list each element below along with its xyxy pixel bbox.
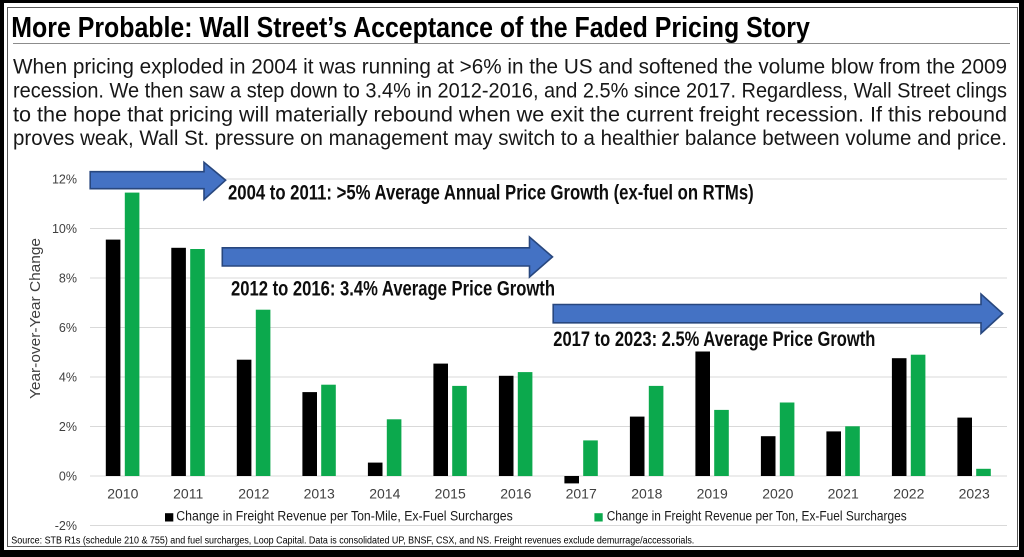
svg-text:Source: STB R1s (schedule 210: Source: STB R1s (schedule 210 & 755) and…: [11, 536, 694, 547]
svg-text:2015: 2015: [435, 486, 466, 502]
svg-text:2004 to 2011: >5% Average Annu: 2004 to 2011: >5% Average Annual Price G…: [228, 181, 754, 205]
svg-text:12%: 12%: [52, 172, 77, 186]
svg-text:proves weak, Wall St. pressure: proves weak, Wall St. pressure on manage…: [13, 127, 1007, 150]
svg-text:6%: 6%: [59, 321, 77, 335]
svg-text:Year-over-Year Change: Year-over-Year Change: [27, 238, 44, 399]
svg-text:2021: 2021: [828, 486, 859, 502]
svg-text:2013: 2013: [304, 486, 335, 502]
svg-text:2020: 2020: [762, 486, 793, 502]
svg-text:2012: 2012: [238, 486, 269, 502]
svg-text:2%: 2%: [59, 420, 77, 434]
svg-text:When pricing exploded in 2004: When pricing exploded in 2004 it was run…: [13, 56, 1007, 79]
svg-text:2012 to 2016: 3.4% Average Pri: 2012 to 2016: 3.4% Average Price Growth: [231, 276, 555, 300]
svg-text:2014: 2014: [369, 486, 400, 502]
svg-text:2018: 2018: [631, 486, 662, 502]
svg-text:2019: 2019: [697, 486, 728, 502]
svg-text:0%: 0%: [59, 469, 77, 483]
svg-text:2011: 2011: [173, 486, 203, 502]
svg-text:2023: 2023: [959, 486, 990, 502]
svg-text:4%: 4%: [59, 370, 77, 384]
svg-text:-2%: -2%: [55, 519, 77, 533]
svg-text:More Probable: Wall Street’s A: More Probable: Wall Street’s Acceptance …: [11, 12, 810, 44]
svg-text:2017 to 2023: 2.5% Average Pri: 2017 to 2023: 2.5% Average Price Growth: [553, 327, 875, 351]
svg-text:2010: 2010: [107, 486, 138, 502]
svg-text:8%: 8%: [59, 271, 77, 285]
svg-text:recession. We then saw a step: recession. We then saw a step down to 3.…: [13, 80, 1007, 103]
svg-text:to the hope that pricing will: to the hope that pricing will materially…: [13, 103, 1007, 126]
svg-text:2016: 2016: [500, 486, 531, 502]
svg-text:Change in Freight Revenue per: Change in Freight Revenue per Ton-Mile, …: [176, 509, 513, 524]
svg-text:2017: 2017: [566, 486, 597, 502]
svg-text:2022: 2022: [893, 486, 924, 502]
svg-text:10%: 10%: [52, 222, 77, 236]
svg-text:Change in Freight Revenue per: Change in Freight Revenue per Ton, Ex-Fu…: [607, 509, 907, 524]
